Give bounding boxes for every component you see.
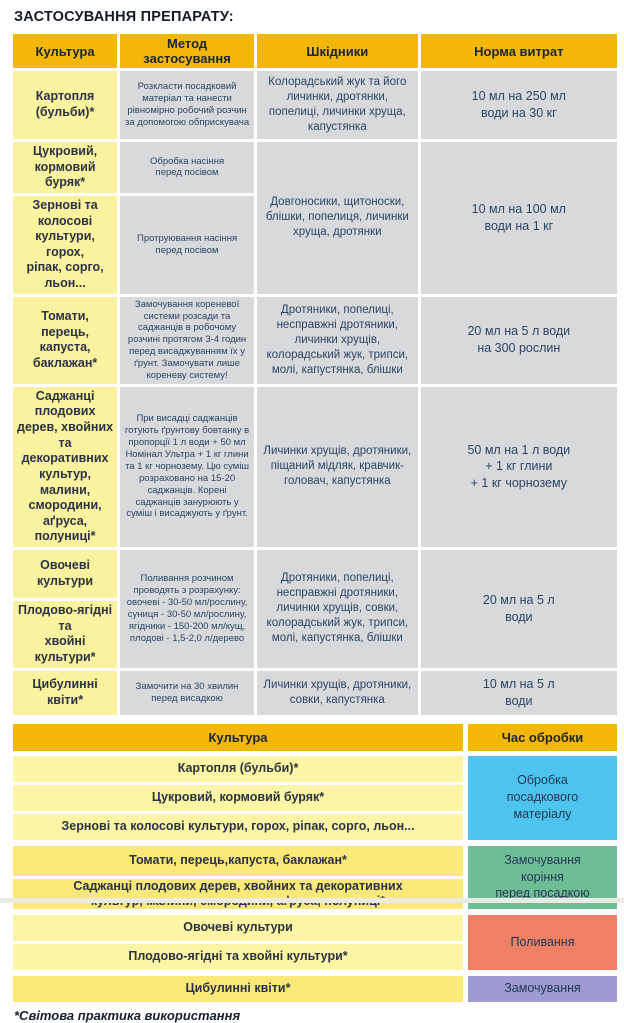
t2-culture-row: Томати, перець,капуста, баклажан* bbox=[13, 845, 463, 876]
pests-cell: Личинки хрущів, дротяники, совки, капуст… bbox=[257, 670, 418, 715]
rate-cell: 10 мл на 250 мл води на 30 кг bbox=[420, 71, 617, 139]
method-cell: Обробка насіння перед посівом bbox=[120, 142, 254, 193]
t2-culture-row: Овочеві культури bbox=[13, 914, 463, 941]
table-row-vegetables: Овочеві культури Поливання розчином пров… bbox=[13, 550, 617, 668]
table-row-potato: Картопля (бульби)* Розкласти посадковий … bbox=[13, 71, 617, 139]
rate-cell: 50 мл на 1 л води + 1 кг глини + 1 кг чо… bbox=[420, 386, 617, 547]
rate-cell: 10 мл на 100 мл води на 1 кг bbox=[420, 142, 617, 294]
page-title: ЗАСТОСУВАННЯ ПРЕПАРАТУ: bbox=[14, 9, 234, 25]
footnote: *Світова практика використання bbox=[14, 1007, 241, 1023]
t2-culture-list: Картопля (бульби)* Цукровий, кормовий бу… bbox=[13, 755, 463, 840]
table-header-row: Культура Метод застосування Шкідники Нор… bbox=[13, 34, 617, 68]
t2-culture-row: Цукровий, кормовий буряк* bbox=[13, 784, 463, 811]
table-row-tomato: Томати, перець, капуста, баклажан* Замоч… bbox=[13, 296, 617, 384]
rate-cell: 20 мл на 5 л води bbox=[420, 550, 617, 668]
table-row-bulb-flowers: Цибулинні квіти* Замочити на 30 хвилин п… bbox=[13, 670, 617, 715]
t2-culture-row: Плодово-ягідні та хвойні культури* bbox=[13, 943, 463, 970]
pests-cell: Колорадський жук та його личинки, дротян… bbox=[257, 71, 418, 139]
table-row-beet: Цукровий, кормовий буряк* Обробка насінн… bbox=[13, 142, 617, 294]
culture-cell: Зернові та колосові культури, горох, ріп… bbox=[13, 195, 118, 294]
culture-cell: Томати, перець, капуста, баклажан* bbox=[13, 296, 118, 384]
treatment-time-table: Культура Час обробки Картопля (бульби)* … bbox=[13, 723, 617, 1002]
t2-time-cell-blue: Обробка посадкового матеріалу bbox=[468, 755, 617, 840]
culture-cell: Цибулинні квіти* bbox=[13, 670, 118, 715]
t1-header-method: Метод застосування bbox=[120, 34, 254, 68]
t2-time-cell-salmon: Поливання bbox=[468, 914, 617, 970]
t2-culture-row: Цибулинні квіти* bbox=[13, 975, 463, 1002]
page-bottom-edge bbox=[0, 898, 624, 903]
t1-header-culture: Культура bbox=[13, 34, 118, 68]
method-cell: Протруювання насіння перед посівом bbox=[120, 195, 254, 294]
t1-header-rate: Норма витрат bbox=[420, 34, 617, 68]
t2-culture-list: Овочеві культури Плодово-ягідні та хвойн… bbox=[13, 914, 463, 970]
t1-header-pests: Шкідники bbox=[257, 34, 418, 68]
culture-cell: Плодово-ягідні та хвойні культури* bbox=[13, 601, 118, 668]
t2-time-cell-lavender: Замочування bbox=[468, 975, 617, 1002]
method-cell: Замочити на 30 хвилин перед висадкою bbox=[120, 670, 254, 715]
culture-cell: Овочеві культури bbox=[13, 550, 118, 598]
culture-cell: Саджанці плодових дерев, хвойних та деко… bbox=[13, 386, 118, 547]
method-cell: Поливання розчином проводять з розрахунк… bbox=[120, 550, 254, 668]
pests-cell: Дротяники, попелиці, несправжні дротяник… bbox=[257, 296, 418, 384]
table-row-saplings: Саджанці плодових дерев, хвойних та деко… bbox=[13, 386, 617, 547]
t2-culture-list: Цибулинні квіти* bbox=[13, 975, 463, 1002]
t2-group-watering: Овочеві культури Плодово-ягідні та хвойн… bbox=[13, 914, 617, 970]
t2-header-time: Час обробки bbox=[468, 723, 617, 751]
pests-cell: Дротяники, попелиці, несправжні дротяник… bbox=[257, 550, 418, 668]
t2-header-culture: Культура bbox=[13, 723, 463, 751]
method-cell: Замочування кореневої системи розсади та… bbox=[120, 296, 254, 384]
t2-group-soaking: Цибулинні квіти* Замочування bbox=[13, 975, 617, 1002]
culture-cell: Картопля (бульби)* bbox=[13, 71, 118, 139]
rate-cell: 20 мл на 5 л води на 300 рослин bbox=[420, 296, 617, 384]
method-cell: Розкласти посадковий матеріал та нанести… bbox=[120, 71, 254, 139]
pests-cell: Довгоносики, щитоноски, блішки, попелиця… bbox=[257, 142, 418, 294]
t2-culture-row: Зернові та колосові культури, горох, ріп… bbox=[13, 813, 463, 840]
rate-cell: 10 мл на 5 л води bbox=[420, 670, 617, 715]
t2-header-row: Культура Час обробки bbox=[13, 723, 617, 751]
table-row-grain: Зернові та колосові культури, горох, ріп… bbox=[13, 195, 617, 294]
table-row-fruit-berry: Плодово-ягідні та хвойні культури* bbox=[13, 601, 617, 668]
method-cell: При висадці саджанців готують ґрунтову б… bbox=[120, 386, 254, 547]
culture-cell: Цукровий, кормовий буряк* bbox=[13, 142, 118, 193]
t2-group-planting-material: Картопля (бульби)* Цукровий, кормовий бу… bbox=[13, 755, 617, 840]
pests-cell: Личинки хрущів, дротяники, піщаний мідля… bbox=[257, 386, 418, 547]
application-table: Культура Метод застосування Шкідники Нор… bbox=[10, 31, 620, 718]
t2-culture-row: Картопля (бульби)* bbox=[13, 755, 463, 782]
